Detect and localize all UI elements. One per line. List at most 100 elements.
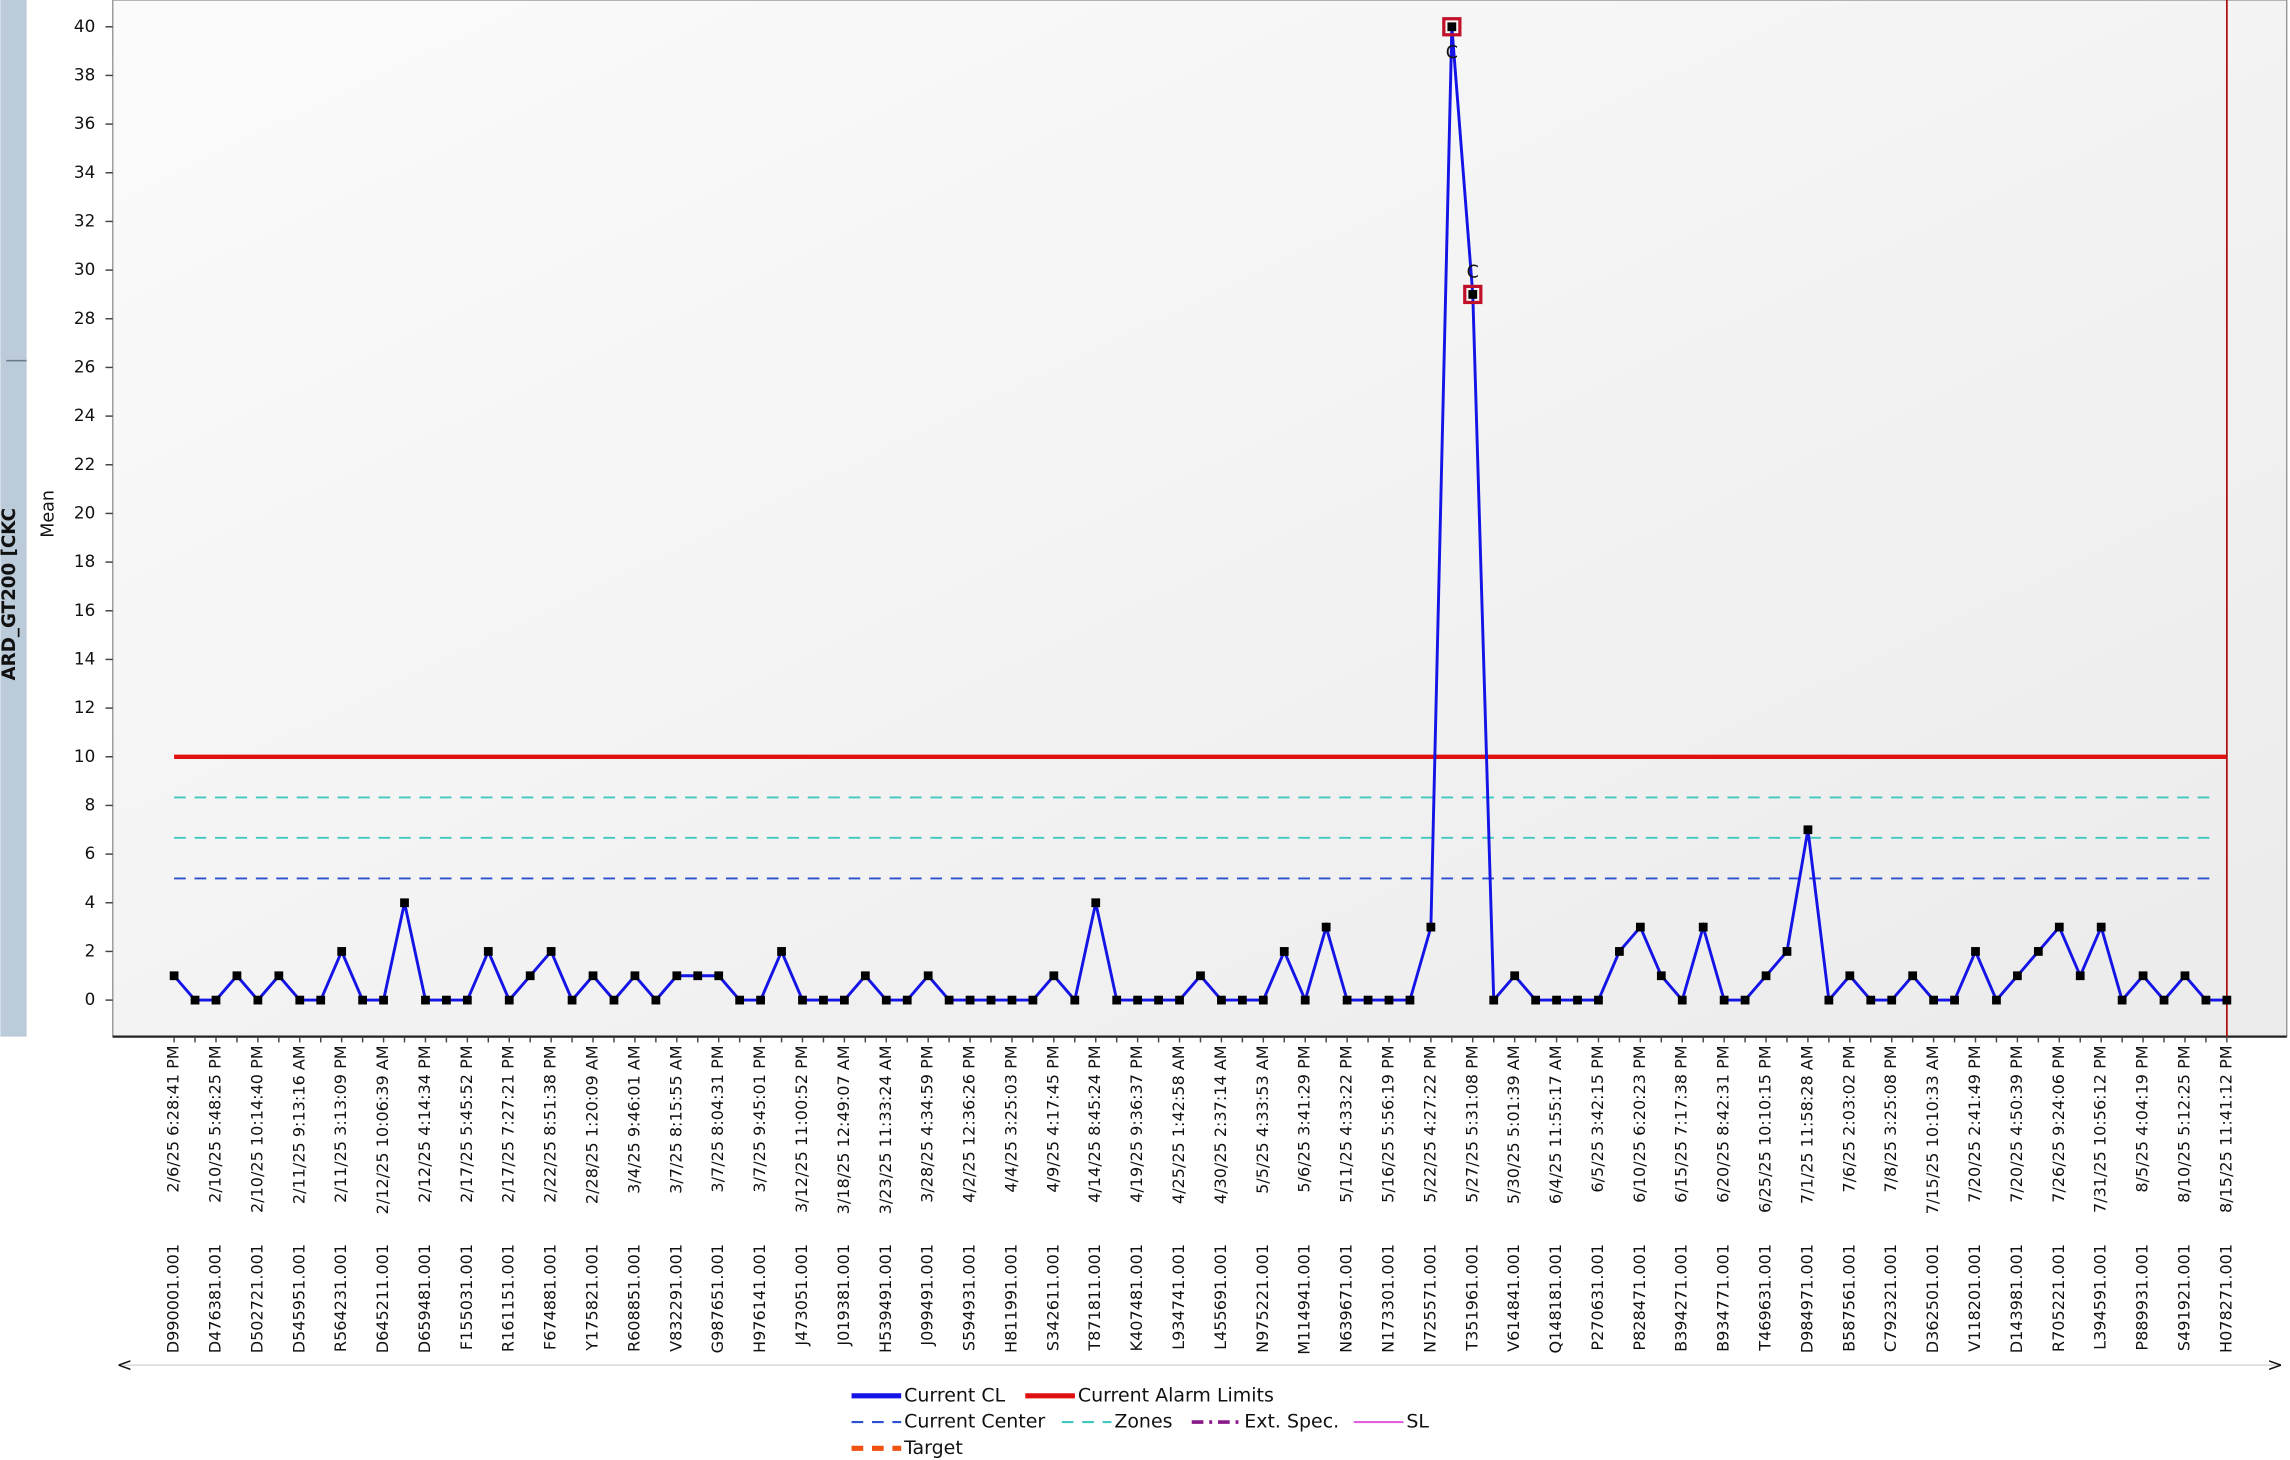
data-point [630,971,640,981]
legend-label: Current Alarm Limits [1078,1384,1274,1406]
data-point [1656,971,1666,981]
sample-id-label: J099491.001 [918,1244,937,1347]
y-tick-label: 20 [74,502,95,522]
sample-id-label: S594931.001 [960,1244,979,1351]
sample-id-label: D143981.001 [2007,1244,2026,1353]
x-tick-label: 4/30/25 2:37:14 AM [1211,1045,1230,1204]
sample-id-label: R608851.001 [624,1244,643,1352]
sample-id-label: V832291.001 [666,1244,685,1352]
data-point [1929,995,1938,1005]
x-tick-label: 7/1/25 11:58:28 AM [1797,1045,1816,1204]
data-point [1133,995,1143,1005]
sample-id-label: N975221.001 [1253,1244,1272,1353]
data-point [421,995,430,1005]
x-tick-label: 2/17/25 5:45:52 PM [457,1045,476,1202]
sample-id-label: J019381.001 [834,1244,853,1347]
sample-id-label: R705221.001 [2049,1244,2068,1352]
data-point [1468,290,1478,299]
legend-label: Ext. Spec. [1244,1411,1339,1433]
x-tick-label: 6/10/25 6:20:23 PM [1630,1045,1649,1202]
data-point [735,995,745,1005]
sample-id-label: V118201.001 [1965,1244,1984,1352]
sample-id-label: B934771.001 [1714,1244,1733,1352]
data-point [1908,971,1918,981]
legend-label: Current CL [904,1384,1006,1406]
scroll-right[interactable]: > [2267,1354,2283,1376]
data-point [840,995,849,1005]
x-tick-label: 5/6/25 3:41:29 PM [1295,1045,1314,1192]
data-point [923,971,933,981]
data-point [1426,922,1436,932]
y-tick-label: 22 [74,454,95,474]
data-point [2013,971,2022,981]
data-point [504,995,514,1005]
x-tick-label: 3/7/25 9:45:01 PM [750,1045,769,1192]
x-tick-label: 4/9/25 4:17:45 PM [1043,1045,1062,1192]
x-tick-label: 7/31/25 10:56:12 PM [2091,1045,2110,1213]
data-point [1154,995,1163,1005]
sample-id-label: S491921.001 [2174,1244,2193,1351]
data-point [1635,922,1645,932]
data-point [1279,947,1289,956]
sample-id-label: R161151.001 [499,1244,518,1352]
data-point [1300,995,1310,1005]
sample-id-label: L455691.001 [1211,1244,1230,1350]
data-point [1594,995,1603,1005]
sample-id-label: P828471.001 [1630,1244,1649,1351]
data-point [881,995,891,1005]
data-point [232,971,242,981]
data-point [274,971,284,981]
sample-id-label: T469631.001 [1756,1244,1775,1352]
sample-id-label: D990001.001 [164,1244,183,1353]
sample-id-label: B587561.001 [1839,1244,1858,1352]
data-point [902,995,912,1005]
data-point [1531,995,1541,1005]
x-tick-label: 3/23/25 11:33:24 AM [876,1045,895,1214]
x-tick-label: 7/26/25 9:24:06 PM [2049,1045,2068,1202]
y-tick-label: 34 [74,162,95,182]
x-tick-label: 6/15/25 7:17:38 PM [1672,1045,1691,1202]
sample-id-label: P889931.001 [2133,1244,2152,1351]
legend-label: Target [903,1437,963,1459]
scroll-left[interactable]: < [117,1354,133,1376]
data-point [1573,995,1582,1005]
sample-id-label: M114941.001 [1295,1244,1314,1355]
sample-id-label: B394271.001 [1672,1244,1691,1352]
plot-area [112,0,2288,1038]
data-point [1007,995,1017,1005]
y-axis-label: Mean [39,490,59,538]
sample-id-label: J473051.001 [792,1244,811,1347]
x-tick-label: 4/2/25 12:36:26 PM [960,1045,979,1202]
data-point [2138,971,2148,981]
data-point [1405,995,1415,1005]
x-tick-label: 3/12/25 11:00:52 PM [792,1045,811,1213]
data-point [295,995,305,1005]
sample-id-label: D362501.001 [1923,1244,1942,1353]
data-point [1342,995,1352,1005]
x-tick-label: 2/12/25 10:06:39 AM [373,1045,392,1214]
sample-id-label: Y175821.001 [583,1244,602,1352]
data-point [2117,995,2127,1005]
data-point [1615,947,1624,956]
data-point [1698,922,1708,932]
sample-id-label: T871811.001 [1085,1244,1104,1352]
sample-id-label: D476381.001 [205,1244,224,1353]
data-point [337,947,347,956]
sample-id-label: D502721.001 [247,1244,266,1353]
x-tick-label: 7/20/25 4:50:39 PM [2007,1045,2026,1202]
sample-id-label: D659481.001 [415,1244,434,1353]
x-tick-label: 7/6/25 2:03:02 PM [1839,1045,1858,1192]
data-point [2075,971,2085,981]
side-panel [0,0,27,1037]
x-tick-label: 5/16/25 5:56:19 PM [1378,1045,1397,1202]
x-tick-label: 3/18/25 12:49:07 AM [834,1045,853,1214]
data-point [442,995,451,1005]
data-point [190,995,200,1005]
data-point [1196,971,1205,981]
data-point [672,971,682,981]
data-point [1175,995,1184,1005]
y-tick-label: 28 [74,308,95,328]
x-tick-label: 2/17/25 7:27:21 PM [499,1045,518,1202]
